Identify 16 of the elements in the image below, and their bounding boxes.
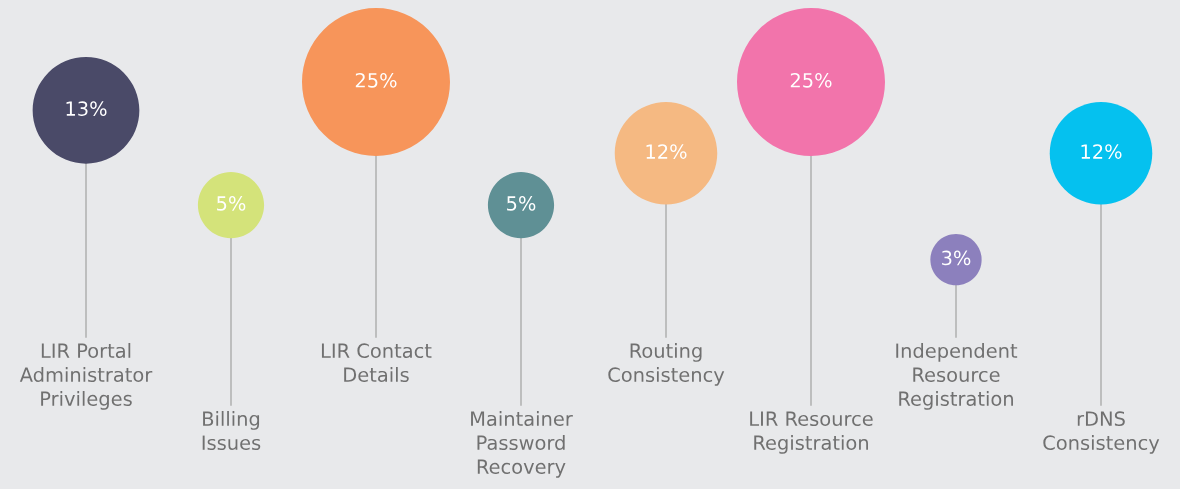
category-label: Billing Issues: [202, 411, 261, 451]
category-label: LIR Resource Registration: [750, 411, 873, 454]
data-label: 5%: [217, 196, 246, 211]
data-label: 12%: [1081, 144, 1122, 159]
data-label: 5%: [507, 196, 536, 211]
category-label: Routing Consistency: [608, 343, 725, 386]
data-label: 25%: [790, 72, 832, 88]
category-label: Independent Resource Registration: [896, 343, 1018, 410]
data-label: 25%: [355, 72, 397, 88]
category-label: Maintainer Password Recovery: [471, 411, 573, 478]
data-label: 12%: [646, 144, 687, 159]
data-label: 3%: [942, 250, 971, 266]
category-label: rDNS Consistency: [1043, 411, 1160, 454]
category-label: LIR Portal Administrator Privileges: [19, 343, 153, 410]
data-label: 13%: [66, 101, 107, 116]
category-label: LIR Contact Details: [321, 343, 432, 383]
